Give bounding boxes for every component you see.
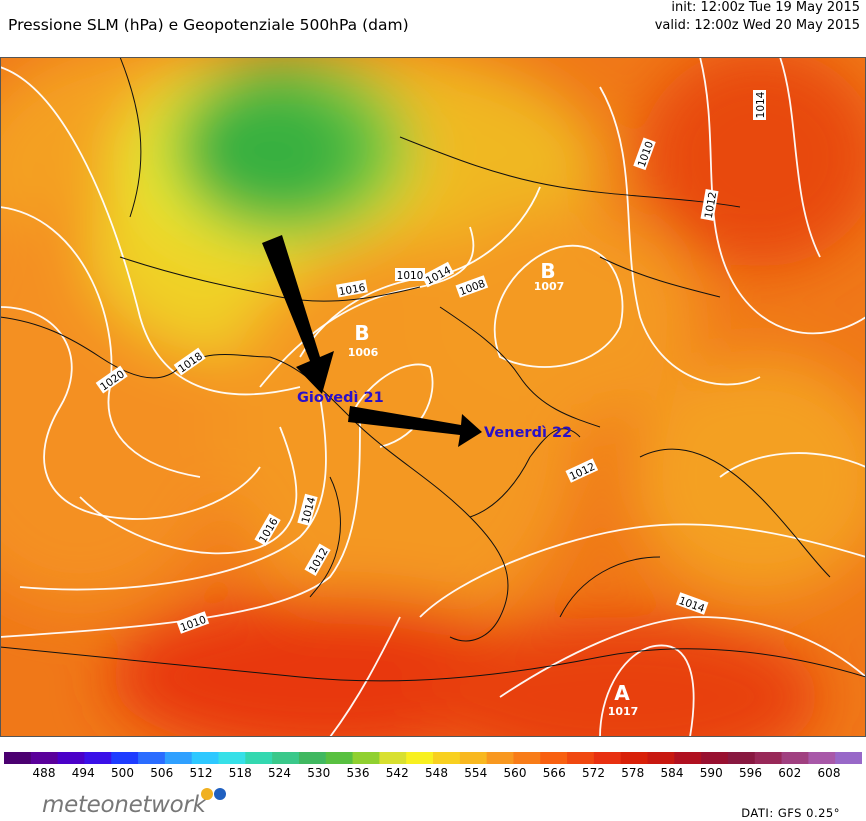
colorbar-swatch <box>84 752 112 764</box>
colorbar-tick-label: 524 <box>268 766 291 780</box>
colorbar-swatch <box>647 752 675 764</box>
arrow-thursday <box>262 235 334 394</box>
colorbar-swatch <box>433 752 461 764</box>
colorbar-swatch <box>379 752 407 764</box>
colorbar-swatch <box>191 752 220 764</box>
low-center-value: 1007 <box>534 280 565 293</box>
low-center-letter: B <box>540 259 555 283</box>
colorbar-swatch <box>111 752 139 764</box>
colorbar-swatch <box>486 752 515 764</box>
colorbar-tick-label: 512 <box>189 766 213 780</box>
logo-dots-icon <box>201 788 226 800</box>
valid-time: valid: 12:00z Wed 20 May 2015 <box>654 18 860 33</box>
colorbar-swatch <box>57 752 86 764</box>
colorbar-swatch <box>245 752 273 764</box>
colorbar-swatch <box>674 752 702 764</box>
colorbar-labels: 488 494 500 506 512 518 524 530 536 542 548 554 560 5… <box>0 766 866 782</box>
colorbar-swatch <box>781 752 809 764</box>
colorbar-swatch <box>620 752 649 764</box>
colorbar-tick-label: 542 <box>385 766 409 780</box>
colorbar-tick-label: 590 <box>699 766 723 780</box>
colorbar-swatch <box>513 752 541 764</box>
colorbar-tick-label: 584 <box>660 766 684 780</box>
colorbar-swatch <box>164 752 193 764</box>
colorbar-swatch <box>30 752 59 764</box>
colorbar-swatch <box>808 752 836 764</box>
colorbar-tick-label: 500 <box>111 766 134 780</box>
geopotential-field: 1016 1014 1010 1008 1018 1020 1016 1014 … <box>0 57 866 737</box>
colorbar-swatch <box>406 752 434 764</box>
colorbar-tick-label: 554 <box>464 766 488 780</box>
high-center-letter: A <box>614 681 630 705</box>
colorbar-swatch <box>218 752 246 764</box>
annotation-venerdi: Venerdì 22 <box>484 425 572 441</box>
colorbar-tick-label: 566 <box>542 766 566 780</box>
colorbar-swatch <box>459 752 488 764</box>
colorbar-tick-label: 596 <box>739 766 762 780</box>
pressure-centers: B 1007 B 1006 A 1017 <box>348 259 639 718</box>
colorbar-tick-label: 548 <box>425 766 448 780</box>
colorbar-swatch <box>272 752 300 764</box>
colorbar-tick-label: 530 <box>307 766 331 780</box>
colorbar-swatch <box>593 752 622 764</box>
colorbar-tick-label: 488 <box>32 766 56 780</box>
chart-title: Pressione SLM (hPa) e Geopotenziale 500h… <box>8 16 409 34</box>
colorbar-swatch <box>352 752 380 764</box>
arrow-friday <box>348 406 482 447</box>
colorbar-swatch <box>567 752 595 764</box>
colorbar-tick-label: 578 <box>621 766 645 780</box>
colorbar-tick-label: 560 <box>503 766 527 780</box>
weather-map: 1016 1014 1010 1008 1018 1020 1016 1014 … <box>0 57 866 737</box>
high-center-value: 1017 <box>608 705 639 718</box>
coastlines <box>0 57 866 682</box>
colorbar-tick-label: 518 <box>228 766 252 780</box>
init-time: init: 12:00z Tue 19 May 2015 <box>671 0 860 15</box>
colorbar <box>4 752 862 764</box>
colorbar-swatch <box>298 752 327 764</box>
colorbar-tick-label: 536 <box>346 766 370 780</box>
isobar-label: 1016 <box>338 282 367 299</box>
colorbar-swatch <box>754 752 783 764</box>
colorbar-swatch <box>325 752 354 764</box>
colorbar-tick-label: 602 <box>778 766 802 780</box>
colorbar-tick-label: 572 <box>582 766 605 780</box>
colorbar-swatch <box>727 752 756 764</box>
data-source: DATI: GFS 0.25° <box>741 806 840 820</box>
annotation-giovedi: Giovedì 21 <box>297 390 384 406</box>
isobar-label: 1012 <box>703 191 719 219</box>
low-center-letter: B <box>354 321 369 345</box>
isobar-label: 1014 <box>755 91 767 118</box>
colorbar-swatch <box>540 752 568 764</box>
isobar-label: 1010 <box>397 270 424 282</box>
colorbar-swatch <box>4 752 32 764</box>
colorbar-swatch <box>835 752 862 764</box>
colorbar-tick-label: 494 <box>71 766 95 780</box>
colorbar-swatch <box>138 752 166 764</box>
colorbar-tick-label: 506 <box>150 766 174 780</box>
meteonetwork-logo: meteonetwork <box>42 792 206 818</box>
colorbar-tick-label: 608 <box>817 766 841 780</box>
low-center-value: 1006 <box>348 346 379 359</box>
trajectory-arrows: Giovedì 21 Venerdì 22 <box>262 235 572 447</box>
colorbar-swatch <box>701 752 729 764</box>
